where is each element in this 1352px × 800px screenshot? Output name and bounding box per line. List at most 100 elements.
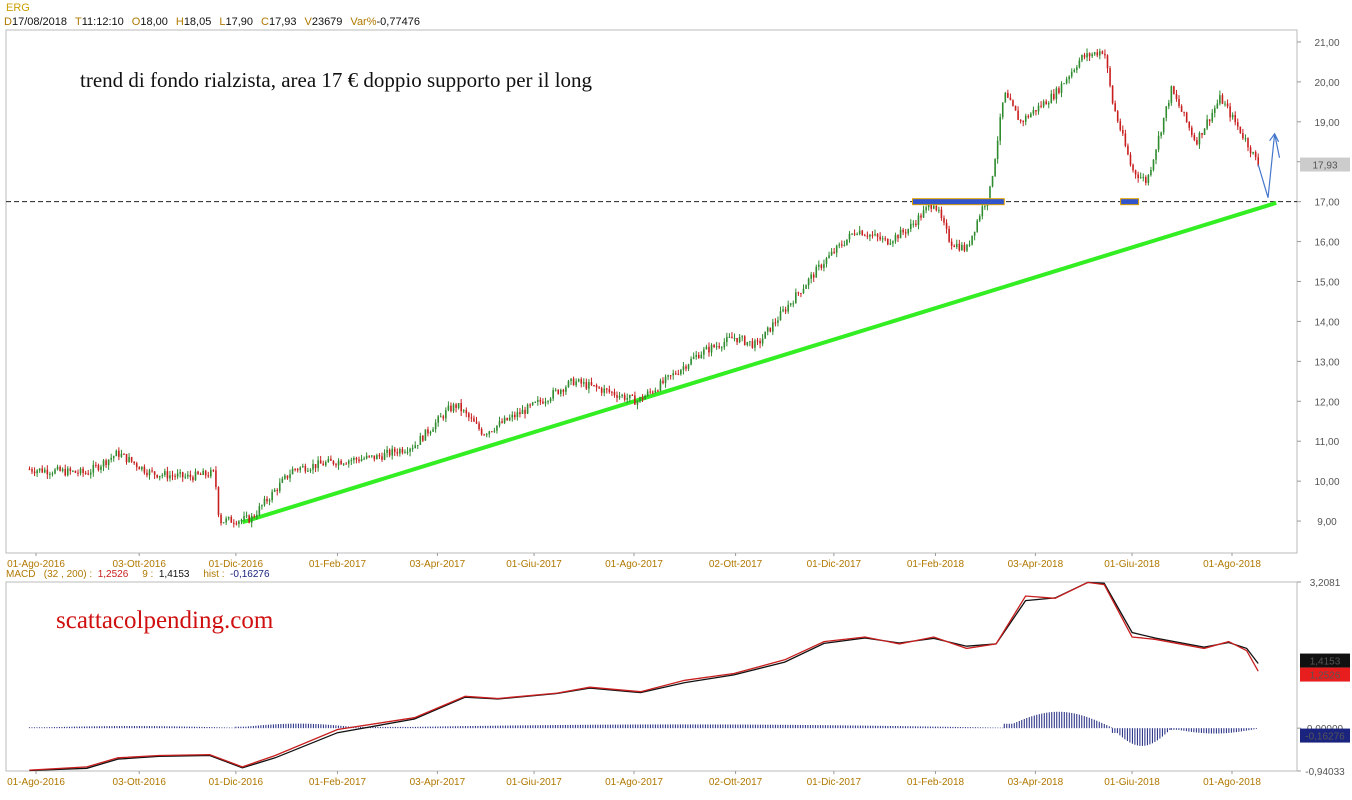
candle-body: [1157, 135, 1160, 150]
candle-body: [1063, 83, 1065, 85]
arrow-head: [1269, 132, 1280, 143]
candle-body: [447, 405, 450, 411]
candle-body: [46, 469, 49, 475]
macd-header-part: hist :: [203, 569, 231, 580]
x-tick-label: 01-Ago-2018: [1203, 559, 1261, 570]
candle-body: [728, 336, 731, 338]
candle-body: [644, 395, 646, 400]
candle-body: [1257, 157, 1260, 166]
candle-body: [580, 379, 583, 384]
candle-body: [1058, 88, 1060, 93]
candle-body: [1035, 109, 1037, 112]
candle-body: [358, 459, 360, 462]
candle-body: [511, 414, 514, 418]
candle-body: [795, 292, 797, 304]
candle-body: [738, 337, 741, 343]
candle-body: [355, 457, 358, 460]
candle-body: [639, 397, 641, 402]
x-tick-label: 01-Ago-2016: [7, 559, 65, 570]
candle-body: [1093, 52, 1096, 55]
macd-value-box: [1300, 653, 1350, 668]
candle-body: [1076, 67, 1078, 70]
candle-body: [927, 205, 930, 208]
candle-body: [1221, 95, 1224, 104]
candle-body: [1060, 83, 1063, 93]
candle-body: [782, 309, 784, 312]
macd-value-box: [1300, 728, 1350, 743]
candle-body: [146, 472, 148, 476]
candle-body: [978, 216, 981, 221]
candle-body: [521, 409, 524, 414]
candle-body: [1070, 71, 1073, 77]
candle-body: [1083, 55, 1086, 58]
candle-body: [892, 241, 894, 244]
candle-body: [751, 341, 754, 348]
candle-body: [33, 471, 36, 474]
candle-body: [222, 522, 225, 524]
candle-body: [1198, 133, 1201, 145]
candle-body: [240, 519, 243, 522]
candle-body: [404, 451, 406, 453]
candle-body: [600, 388, 603, 393]
candle-body: [991, 176, 994, 187]
candle-body: [529, 404, 531, 406]
candle-body: [945, 222, 948, 229]
candle-body: [968, 244, 971, 246]
candle-body: [1004, 92, 1007, 103]
candle-body: [105, 460, 107, 466]
candle-body: [319, 460, 322, 464]
macd-x-tick-label: 01-Giu-2018: [1104, 777, 1160, 788]
candle-body: [514, 414, 516, 418]
candle-body: [1229, 106, 1231, 118]
candle-body: [723, 342, 726, 348]
candle-body: [248, 515, 250, 523]
candle-body: [74, 470, 77, 473]
candle-body: [902, 229, 904, 233]
candle-body: [360, 459, 363, 462]
candle-body: [54, 469, 56, 474]
candle-body: [141, 466, 143, 470]
candle-body: [1244, 138, 1247, 140]
candle-body: [1114, 103, 1116, 112]
candle-body: [1068, 76, 1070, 80]
candle-body: [307, 470, 309, 472]
candle-body: [1088, 53, 1091, 57]
candle-body: [646, 391, 649, 396]
candle-body: [179, 472, 181, 474]
candle-body: [230, 516, 233, 523]
candle-body: [181, 472, 184, 478]
candle-body: [1099, 51, 1101, 56]
last-price-label: 17,93: [1312, 161, 1337, 172]
candle-body: [210, 470, 212, 477]
macd-value-box: [1300, 667, 1350, 682]
candle-body: [539, 399, 542, 402]
candle-body: [662, 380, 664, 384]
candle-body: [473, 418, 475, 422]
candle-body: [36, 470, 38, 474]
macd-header-part: -0,16276: [230, 569, 270, 580]
candle-body: [450, 405, 452, 412]
candle-body: [876, 234, 879, 237]
candle-body: [112, 456, 115, 458]
candle-body: [1254, 151, 1257, 158]
candle-body: [314, 464, 317, 469]
y-tick-label: 12,00: [1314, 397, 1339, 408]
candle-body: [276, 489, 279, 492]
candle-body: [805, 285, 807, 289]
candle-body: [562, 389, 565, 392]
macd-plot-area: [5, 581, 1298, 772]
candle-body: [66, 468, 69, 476]
candle-body: [291, 468, 294, 475]
candle-body: [585, 382, 588, 389]
candle-body: [1073, 69, 1076, 72]
x-tick-label: 01-Giu-2018: [1104, 559, 1160, 570]
candle-body: [963, 244, 966, 251]
y-tick-label: 20,00: [1314, 78, 1339, 89]
candle-body: [843, 244, 846, 246]
candle-body: [848, 233, 851, 240]
candle-body: [342, 463, 345, 465]
candle-body: [238, 521, 240, 525]
candle-body: [187, 474, 189, 477]
candle-body: [626, 398, 629, 400]
candle-body: [1001, 102, 1004, 118]
